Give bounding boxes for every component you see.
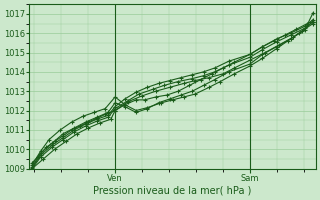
- X-axis label: Pression niveau de la mer( hPa ): Pression niveau de la mer( hPa ): [93, 186, 252, 196]
